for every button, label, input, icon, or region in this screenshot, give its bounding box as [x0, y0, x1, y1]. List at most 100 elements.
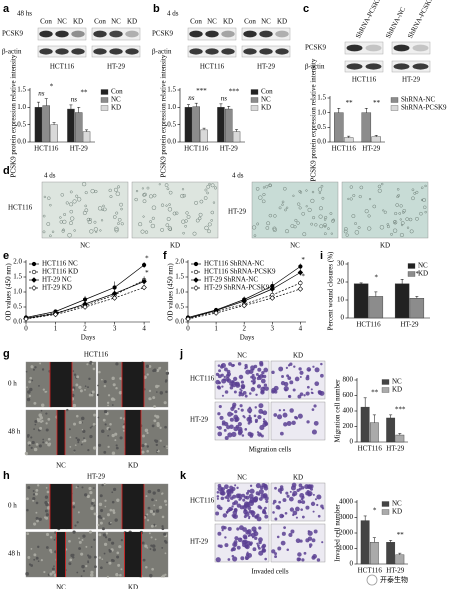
cell-dot: [102, 204, 105, 208]
cell-dot: [278, 366, 284, 372]
texture-dot: [112, 559, 115, 563]
cell-dot: [279, 431, 284, 436]
cell-dot: [307, 530, 313, 536]
bar: [217, 107, 225, 143]
legend-label: Con: [111, 88, 123, 96]
legend-label: HT-29 KD: [42, 284, 72, 292]
cell-dot: [158, 183, 161, 186]
cell-dot: [233, 507, 238, 512]
texture-dot: [104, 505, 107, 508]
cell-dot: [247, 421, 251, 425]
cell-dot: [228, 362, 232, 366]
cell-dot: [274, 555, 278, 559]
cell-dot: [223, 375, 226, 379]
texture-dot: [72, 530, 76, 534]
texture-dot: [89, 434, 93, 439]
cell-dot: [166, 217, 171, 222]
condition-label: KD: [170, 242, 180, 250]
cell-dot: [244, 428, 248, 431]
texture-dot: [85, 564, 88, 568]
cell-dot: [86, 217, 91, 222]
significance-label: *: [49, 82, 53, 90]
cell-dot: [420, 186, 424, 190]
cell-dot: [352, 194, 356, 198]
cell-dot: [289, 408, 294, 413]
cell-dot: [84, 204, 88, 208]
cell-dot: [73, 229, 76, 232]
cell-dot: [236, 503, 242, 508]
cell-dot: [260, 378, 266, 384]
cell-dot: [359, 185, 364, 190]
cell-dot: [69, 209, 74, 214]
cell-dot: [299, 191, 303, 194]
cell-dot: [115, 211, 119, 215]
texture-dot: [107, 434, 110, 437]
y-axis-label: OD values (450 nm): [5, 263, 13, 321]
texture-dot: [72, 505, 76, 509]
cell-dot: [248, 369, 254, 374]
legend-swatch: [390, 105, 399, 111]
cell-dot: [221, 422, 225, 426]
cell-dot: [185, 211, 189, 215]
texture-dot: [32, 496, 36, 501]
x-tick-label: HT-29: [362, 145, 381, 153]
texture-dot: [77, 441, 80, 444]
texture-dot: [151, 567, 154, 571]
cell-dot: [253, 496, 259, 501]
texture-dot: [92, 422, 96, 426]
texture-dot: [112, 487, 117, 492]
texture-dot: [158, 367, 161, 370]
texture-dot: [78, 540, 82, 544]
y-tick-label: 0.0: [17, 138, 26, 146]
cell-dot: [61, 229, 65, 233]
texture-dot: [35, 511, 38, 514]
texture-dot: [102, 517, 105, 520]
legend-label: KD: [418, 270, 428, 278]
texture-dot: [93, 487, 95, 489]
cell-dot: [253, 364, 258, 369]
texture-dot: [82, 429, 86, 434]
texture-dot: [26, 397, 31, 402]
cell-dot: [62, 228, 65, 232]
cell-dot: [298, 367, 302, 371]
cell-dot: [314, 381, 320, 387]
cell-dot: [294, 218, 298, 222]
cell-dot: [234, 536, 239, 541]
cell-dot: [186, 214, 191, 219]
wound-gap: [122, 484, 144, 529]
blot-band: [275, 30, 289, 38]
legend-label: NC: [111, 96, 121, 104]
legend-swatch: [381, 509, 390, 515]
cell-dot: [283, 381, 289, 387]
blot-band: [412, 44, 429, 52]
texture-dot: [144, 544, 148, 548]
cell-dot: [258, 526, 262, 530]
y-tick-label: 1.5: [13, 273, 22, 281]
cell-dot: [221, 363, 226, 369]
cell-dot: [311, 429, 317, 435]
bar: [200, 129, 208, 143]
cell-dot: [217, 374, 222, 379]
texture-dot: [103, 483, 106, 486]
panel-label: k: [180, 470, 187, 482]
cell-dot: [117, 185, 121, 189]
cell-dot: [248, 500, 254, 507]
cell-dot: [223, 421, 229, 427]
cell-dot: [272, 511, 275, 514]
texture-dot: [163, 499, 167, 503]
y-tick-label: 0.5: [13, 303, 22, 311]
cell-dot: [287, 376, 292, 381]
cell-dot: [301, 515, 305, 519]
lane-label: KD: [127, 18, 137, 26]
texture-dot: [81, 428, 84, 431]
cell-dot: [358, 194, 362, 199]
legend-label: KD: [111, 104, 121, 112]
condition-label: KD: [293, 352, 303, 360]
cell-dot: [237, 407, 240, 410]
time-label: 0 h: [8, 380, 17, 388]
texture-dot: [115, 446, 119, 450]
cell-dot: [303, 394, 306, 397]
cell-dot: [100, 219, 104, 222]
blot-band: [259, 30, 273, 38]
texture-dot: [146, 431, 149, 435]
